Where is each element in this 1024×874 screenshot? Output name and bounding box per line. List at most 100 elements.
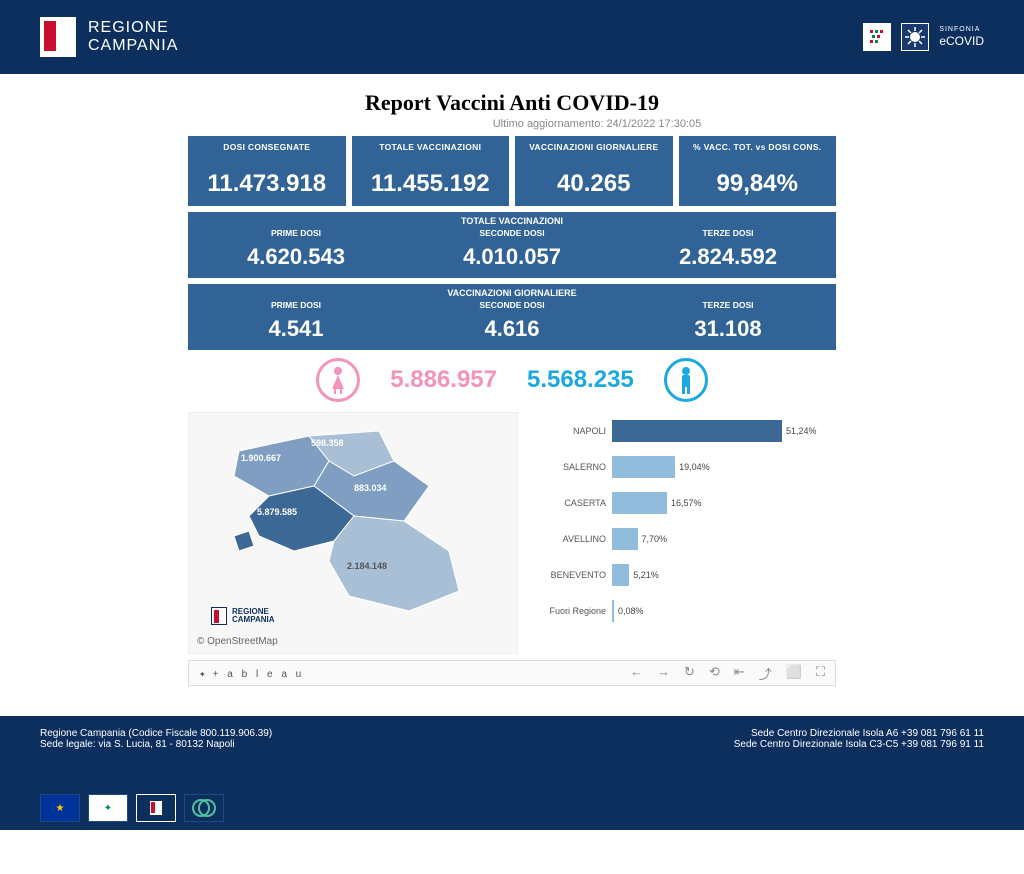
ecovid-label: SINFONIA eCOVID [939, 26, 984, 49]
refresh-icon[interactable]: ⟲ [709, 664, 720, 683]
eu-flag-icon [40, 794, 80, 822]
cards-row: DOSI CONSEGNATE 11.473.918 TOTALE VACCIN… [188, 136, 836, 206]
card-vaccinazioni-giornaliere: VACCINAZIONI GIORNALIERE 40.265 [515, 136, 673, 206]
bar-pct: 7,70% [642, 534, 668, 544]
col-terze-dosi: TERZE DOSI 31.108 [620, 300, 836, 342]
col-label: SECONDE DOSI [404, 228, 620, 238]
bar-pct: 5,21% [633, 570, 659, 580]
sinfonia-icon [863, 23, 891, 51]
section-giornaliere: VACCINAZIONI GIORNALIERE PRIME DOSI 4.54… [188, 284, 836, 350]
col-value: 4.620.543 [188, 244, 404, 270]
male-icon [664, 358, 708, 402]
bar-fill [612, 600, 614, 622]
col-value: 2.824.592 [620, 244, 836, 270]
card-label: VACCINAZIONI GIORNALIERE [519, 142, 669, 152]
org-line2: CAMPANIA [88, 37, 178, 55]
italy-emblem-icon: ✦ [88, 794, 128, 822]
card-value: 11.455.192 [356, 170, 506, 198]
footer-right: Sede Centro Direzionale Isola A6 +39 081… [734, 728, 984, 750]
col-prime-dosi: PRIME DOSI 4.541 [188, 300, 404, 342]
section-title: VACCINAZIONI GIORNALIERE [188, 288, 836, 298]
col-seconde-dosi: SECONDE DOSI 4.616 [404, 300, 620, 342]
card-value: 99,84% [683, 170, 833, 198]
footer-right2: Sede Centro Direzionale Isola C3-C5 +39 … [734, 739, 984, 750]
logo-text: REGIONE CAMPANIA [88, 19, 178, 54]
footer-left2: Sede legale: via S. Lucia, 81 - 80132 Na… [40, 739, 272, 750]
logo-ecovid: SINFONIA eCOVID [863, 23, 984, 51]
col-label: TERZE DOSI [620, 228, 836, 238]
bar-fill [612, 456, 675, 478]
bar-fill [612, 492, 667, 514]
tableau-logo[interactable]: ✦ + a b l e a u [199, 667, 304, 680]
card-totale-vaccinazioni: TOTALE VACCINAZIONI 11.455.192 [352, 136, 510, 206]
tableau-toolbar: ✦ + a b l e a u ← → ↻ ⟲ ⇤ ⤴ ⬜ ⛶ [188, 660, 836, 686]
col-label: PRIME DOSI [188, 300, 404, 310]
map-panel[interactable]: 1.900.667 598.358 883.034 5.879.585 2.18… [188, 412, 518, 654]
map-attribution: © OpenStreetMap [197, 636, 278, 647]
col-value: 4.616 [404, 316, 620, 342]
bar-pct: 51,24% [786, 426, 817, 436]
bar-fill [612, 564, 629, 586]
share-icon[interactable]: ⤴ [759, 664, 772, 683]
footer-left: Regione Campania (Codice Fiscale 800.119… [40, 728, 272, 750]
female-icon [316, 358, 360, 402]
ecovid-text: eCOVID [939, 34, 984, 48]
card-label: DOSI CONSEGNATE [192, 142, 342, 152]
dashboard: DOSI CONSEGNATE 11.473.918 TOTALE VACCIN… [188, 136, 836, 654]
bar-label: BENEVENTO [532, 570, 612, 580]
report-title: Report Vaccini Anti COVID-19 [0, 90, 1024, 116]
footer: Regione Campania (Codice Fiscale 800.119… [0, 716, 1024, 830]
shield-icon [211, 607, 227, 625]
bar-fill [612, 528, 638, 550]
tableau-text: + a b l e a u [213, 669, 305, 680]
col-value: 4.010.057 [404, 244, 620, 270]
virus-icon [901, 23, 929, 51]
col-label: TERZE DOSI [620, 300, 836, 310]
bar-pct: 0,08% [618, 606, 644, 616]
col-value: 31.108 [620, 316, 836, 342]
col-label: PRIME DOSI [188, 228, 404, 238]
bar-label: NAPOLI [532, 426, 612, 436]
bars-panel: NAPOLI 51,24% SALERNO19,04% CASERTA 16,57% AV… [532, 412, 836, 654]
male-value: 5.568.235 [527, 366, 634, 394]
female-value: 5.886.957 [390, 366, 497, 394]
map-svg [219, 421, 479, 626]
footer-left1: Regione Campania (Codice Fiscale 800.119… [40, 728, 272, 739]
bar-pct: 16,57% [671, 498, 702, 508]
bar-label: AVELLINO [532, 534, 612, 544]
bar-fill [612, 420, 782, 442]
col-label: SECONDE DOSI [404, 300, 620, 310]
header: REGIONE CAMPANIA SINFONIA eCOVID [0, 0, 1024, 74]
bar-label: SALERNO [532, 462, 612, 472]
fullscreen-icon[interactable]: ⛶ [816, 664, 825, 683]
gender-row: 5.886.957 5.568.235 [188, 358, 836, 402]
card-label: TOTALE VACCINAZIONI [356, 142, 506, 152]
footer-logos: ✦ [40, 794, 984, 822]
bar-row[interactable]: BENEVENTO 5,21% [532, 560, 836, 590]
undo-icon[interactable]: ← [630, 664, 643, 683]
col-terze-dosi: TERZE DOSI 2.824.592 [620, 228, 836, 270]
footer-right1: Sede Centro Direzionale Isola A6 +39 081… [734, 728, 984, 739]
bar-row[interactable]: AVELLINO 7,70% [532, 524, 836, 554]
org-line1: REGIONE [88, 19, 178, 37]
regione-logo-icon [136, 794, 176, 822]
map-logo-text: REGIONE CAMPANIA [232, 608, 275, 624]
card-dosi-consegnate: DOSI CONSEGNATE 11.473.918 [188, 136, 346, 206]
bar-row[interactable]: CASERTA 16,57% [532, 488, 836, 518]
logo-regione: REGIONE CAMPANIA [40, 17, 178, 57]
col-seconde-dosi: SECONDE DOSI 4.010.057 [404, 228, 620, 270]
last-update: Ultimo aggiornamento: 24/1/2022 17:30:05 [170, 118, 1024, 130]
revert-icon[interactable]: ↻ [684, 664, 695, 683]
bar-label: CASERTA [532, 498, 612, 508]
download-icon[interactable]: ⬜ [786, 664, 802, 683]
map-logo-line2: CAMPANIA [232, 616, 275, 624]
redo-icon[interactable]: → [657, 664, 670, 683]
card-label: % VACC. TOT. vs DOSI CONS. [683, 142, 833, 152]
bar-row[interactable]: NAPOLI 51,24% [532, 416, 836, 446]
pause-icon[interactable]: ⇤ [734, 664, 745, 683]
bar-row[interactable]: Fuori Regione0,08% [532, 596, 836, 626]
card-pct-vacc: % VACC. TOT. vs DOSI CONS. 99,84% [679, 136, 837, 206]
map-logo: REGIONE CAMPANIA [211, 607, 275, 625]
col-value: 4.541 [188, 316, 404, 342]
bar-row[interactable]: SALERNO19,04% [532, 452, 836, 482]
